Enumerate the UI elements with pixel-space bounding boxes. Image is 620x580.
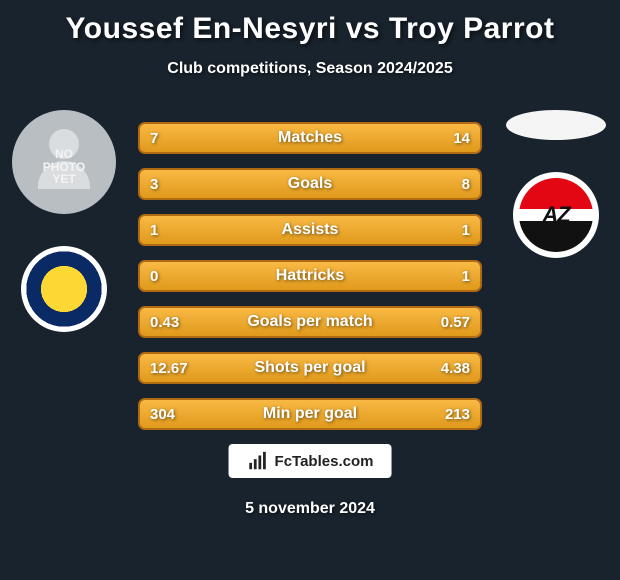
stat-fill-right [310,216,480,244]
stat-fill-left [140,400,279,428]
stat-fill-left [140,216,310,244]
chart-icon [247,450,269,472]
player-photo-ellipse [506,110,606,140]
stat-fill-left [140,124,252,152]
stat-row: 12.674.38Shots per goal [138,352,482,384]
stat-fill-right [279,400,480,428]
stat-fill-right [232,170,480,198]
left-player-column: NOPHOTOYET [4,110,124,332]
stat-fill-right [286,308,480,336]
club-badge-az: AZ [513,172,599,258]
stat-row: 0.430.57Goals per match [138,306,482,338]
footer-site-logo: FcTables.com [229,444,392,478]
footer-date: 5 november 2024 [0,500,620,518]
footer-site-text: FcTables.com [275,453,374,470]
player-photo-placeholder: NOPHOTOYET [12,110,116,214]
right-player-column: AZ [496,110,616,258]
stat-row: 304213Min per goal [138,398,482,430]
stat-fill-right [150,262,480,290]
stat-row: 38Goals [138,168,482,200]
stat-fill-left [140,262,150,290]
stat-row: 01Hattricks [138,260,482,292]
stat-fill-left [140,354,228,382]
stat-fill-left [140,170,232,198]
stat-fill-right [228,354,480,382]
stat-row: 714Matches [138,122,482,154]
page-title: Youssef En-Nesyri vs Troy Parrot [0,0,620,46]
stat-fill-right [252,124,480,152]
stat-fill-left [140,308,286,336]
stat-row: 11Assists [138,214,482,246]
stats-bars-container: 714Matches 38Goals 11Assists 01Hattricks 0.4… [138,122,482,430]
club-badge-fenerbahce [21,246,107,332]
page-subtitle: Club competitions, Season 2024/2025 [0,60,620,78]
